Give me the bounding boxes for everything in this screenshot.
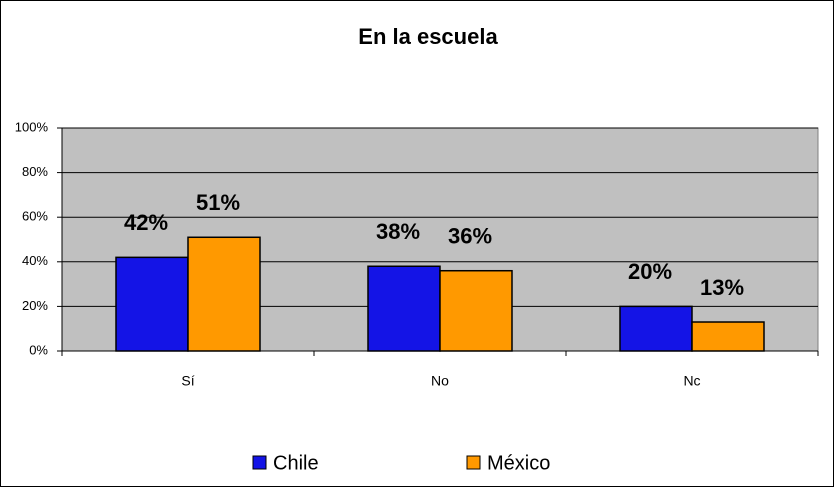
y-tick-label: 20% xyxy=(22,298,48,313)
value-label: 36% xyxy=(448,224,492,249)
bar xyxy=(367,265,441,352)
y-tick-label: 60% xyxy=(22,209,48,224)
value-label: 38% xyxy=(376,219,420,244)
value-label: 42% xyxy=(124,210,168,235)
x-tick-label: No xyxy=(431,373,449,389)
bar xyxy=(691,321,765,352)
bar xyxy=(439,269,513,352)
legend-swatch xyxy=(252,455,267,470)
legend-label: México xyxy=(487,452,550,474)
legend-label: Chile xyxy=(273,452,319,474)
bar xyxy=(115,256,189,352)
chart-title: En la escuela xyxy=(358,24,498,49)
x-tick-label: Sí xyxy=(181,373,194,389)
legend-swatch xyxy=(466,455,481,470)
value-label: 51% xyxy=(196,190,240,215)
y-tick-label: 80% xyxy=(22,164,48,179)
bar xyxy=(619,305,693,352)
y-tick-label: 0% xyxy=(29,342,48,357)
bar xyxy=(187,236,261,352)
value-label: 20% xyxy=(628,259,672,284)
y-tick-label: 40% xyxy=(22,253,48,268)
value-label: 13% xyxy=(700,275,744,300)
x-tick-label: Nc xyxy=(683,373,700,389)
y-tick-label: 100% xyxy=(15,119,49,134)
